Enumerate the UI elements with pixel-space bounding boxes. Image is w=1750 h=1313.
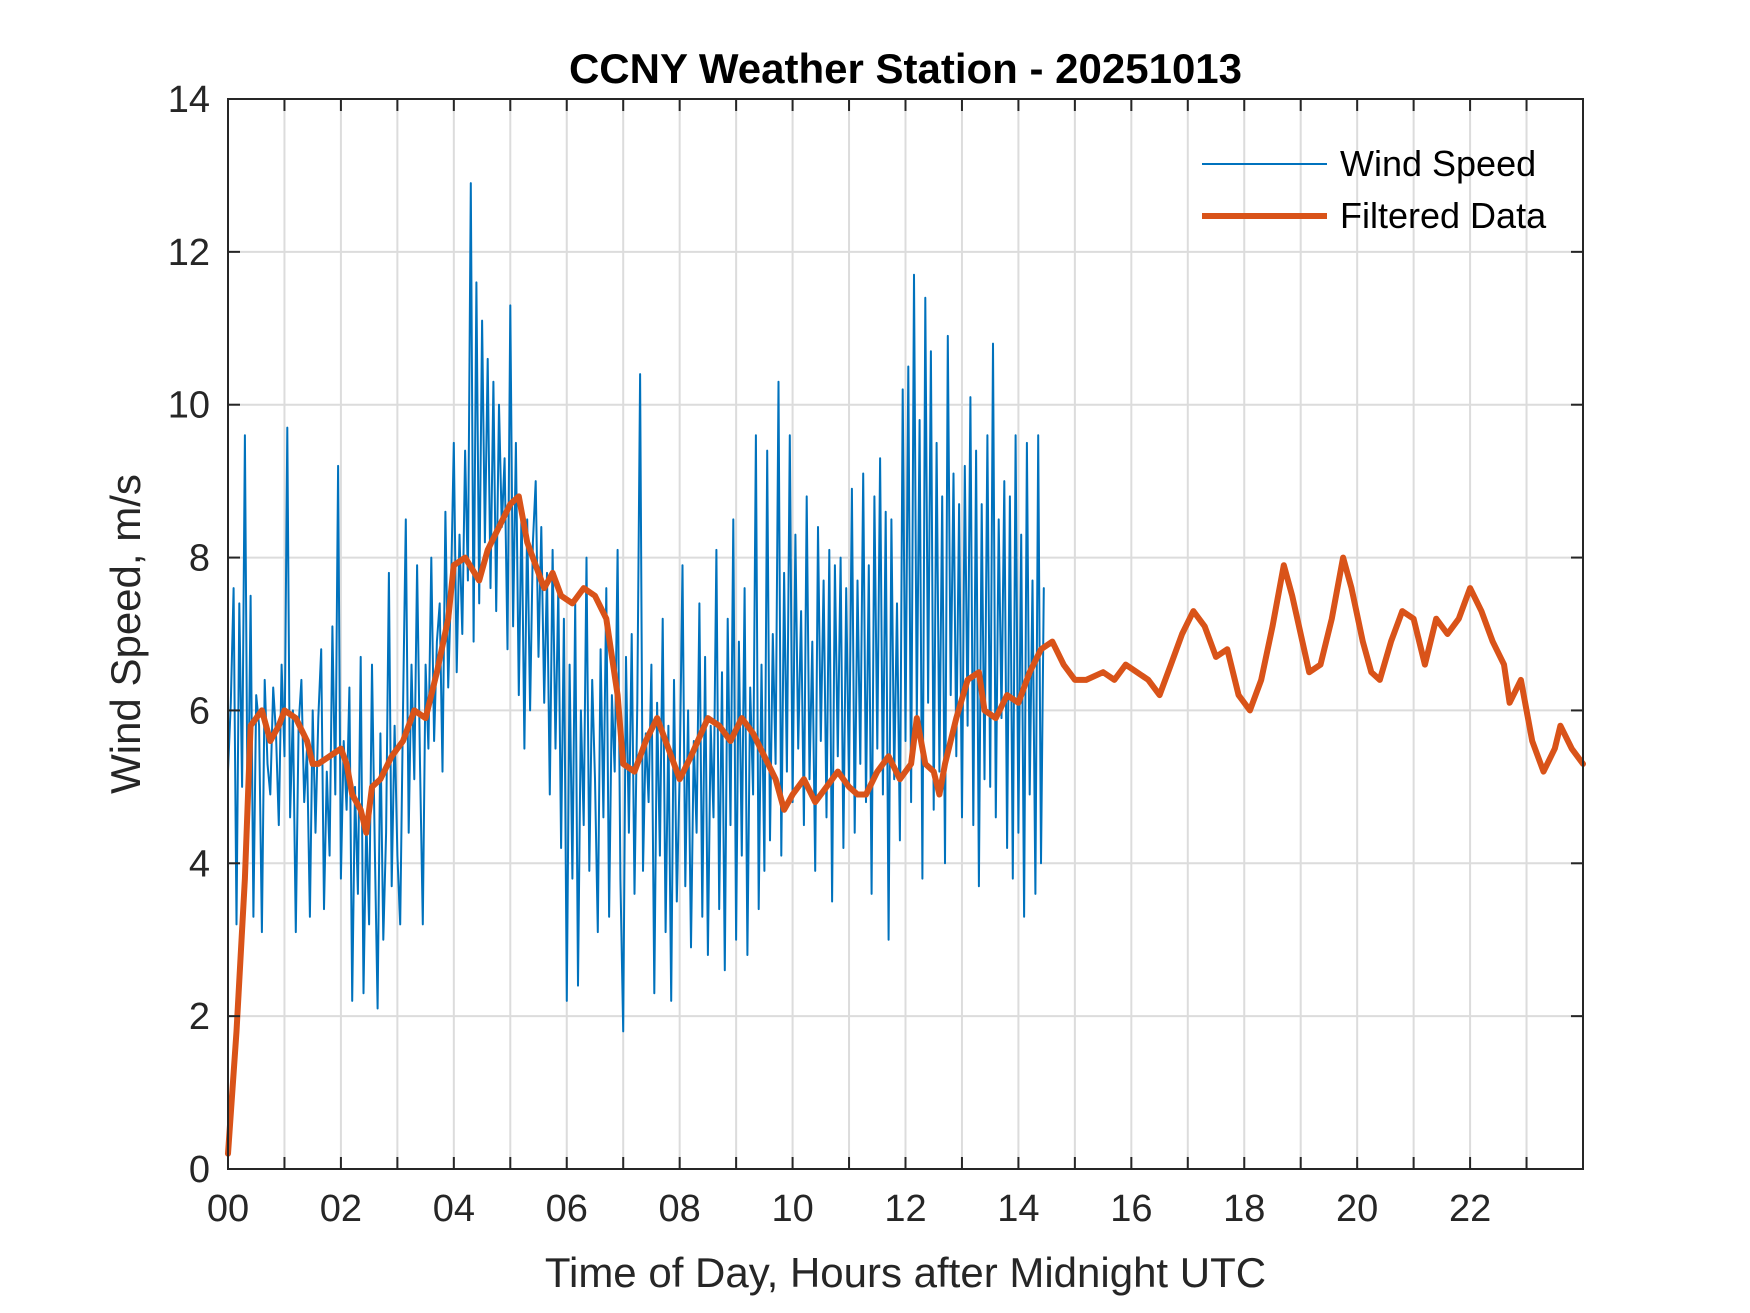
x-tick-label: 08 bbox=[659, 1188, 701, 1230]
y-tick-label: 10 bbox=[168, 385, 210, 427]
x-tick-label: 06 bbox=[546, 1188, 588, 1230]
wind-speed-line bbox=[227, 182, 1045, 1033]
x-tick-label: 14 bbox=[997, 1188, 1039, 1230]
legend-label-wind-speed: Wind Speed bbox=[1340, 143, 1536, 184]
y-tick-labels: 0 2 4 6 8 10 12 14 bbox=[168, 79, 210, 1191]
chart-title: CCNY Weather Station - 20251013 bbox=[569, 45, 1242, 92]
x-tick-label: 04 bbox=[433, 1188, 475, 1230]
y-tick-label: 14 bbox=[168, 79, 210, 121]
y-tick-label: 0 bbox=[189, 1149, 210, 1191]
axis-ticks bbox=[227, 98, 1583, 1170]
y-tick-label: 2 bbox=[189, 996, 210, 1038]
y-axis-label: Wind Speed, m/s bbox=[102, 474, 149, 794]
x-tick-label: 00 bbox=[207, 1188, 249, 1230]
x-tick-label: 22 bbox=[1449, 1188, 1491, 1230]
y-tick-label: 6 bbox=[189, 690, 210, 732]
x-tick-label: 18 bbox=[1223, 1188, 1265, 1230]
x-tick-label: 02 bbox=[320, 1188, 362, 1230]
y-tick-label: 8 bbox=[189, 538, 210, 580]
legend-label-filtered-data: Filtered Data bbox=[1340, 195, 1547, 236]
x-tick-label: 10 bbox=[771, 1188, 813, 1230]
filtered-data-line bbox=[225, 493, 1586, 1157]
x-tick-label: 16 bbox=[1110, 1188, 1152, 1230]
series-layer bbox=[225, 182, 1586, 1157]
y-tick-label: 4 bbox=[189, 843, 210, 885]
x-tick-label: 20 bbox=[1336, 1188, 1378, 1230]
x-tick-labels: 00 02 04 06 08 10 12 14 16 18 20 22 bbox=[207, 1188, 1491, 1230]
y-tick-label: 12 bbox=[168, 232, 210, 274]
x-axis-label: Time of Day, Hours after Midnight UTC bbox=[545, 1249, 1266, 1296]
legend: Wind Speed Filtered Data bbox=[1202, 143, 1547, 236]
x-tick-label: 12 bbox=[884, 1188, 926, 1230]
